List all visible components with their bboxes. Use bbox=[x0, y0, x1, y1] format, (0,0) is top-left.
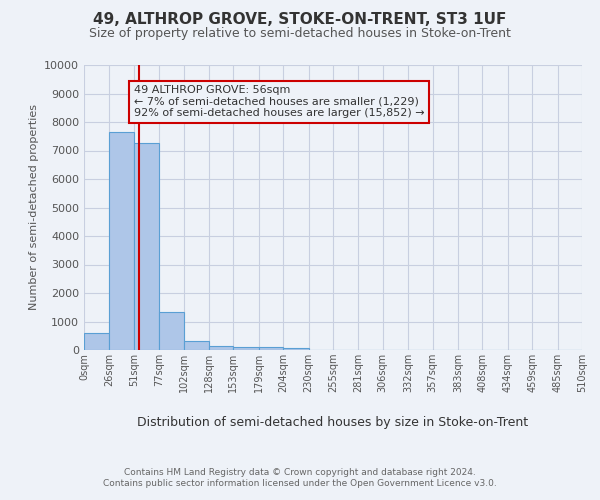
Text: Size of property relative to semi-detached houses in Stoke-on-Trent: Size of property relative to semi-detach… bbox=[89, 28, 511, 40]
Text: Contains HM Land Registry data © Crown copyright and database right 2024.
Contai: Contains HM Land Registry data © Crown c… bbox=[103, 468, 497, 487]
Text: 49, ALTHROP GROVE, STOKE-ON-TRENT, ST3 1UF: 49, ALTHROP GROVE, STOKE-ON-TRENT, ST3 1… bbox=[94, 12, 506, 28]
Bar bbox=[209, 346, 233, 350]
Bar bbox=[159, 312, 184, 350]
Bar bbox=[134, 144, 159, 350]
Bar bbox=[233, 346, 259, 350]
Bar bbox=[109, 132, 134, 350]
Bar bbox=[259, 347, 283, 350]
Bar bbox=[283, 348, 308, 350]
Bar bbox=[84, 333, 109, 350]
Bar bbox=[184, 340, 209, 350]
Y-axis label: Number of semi-detached properties: Number of semi-detached properties bbox=[29, 104, 38, 310]
Text: 49 ALTHROP GROVE: 56sqm
← 7% of semi-detached houses are smaller (1,229)
92% of : 49 ALTHROP GROVE: 56sqm ← 7% of semi-det… bbox=[134, 85, 424, 118]
Text: Distribution of semi-detached houses by size in Stoke-on-Trent: Distribution of semi-detached houses by … bbox=[137, 416, 529, 429]
